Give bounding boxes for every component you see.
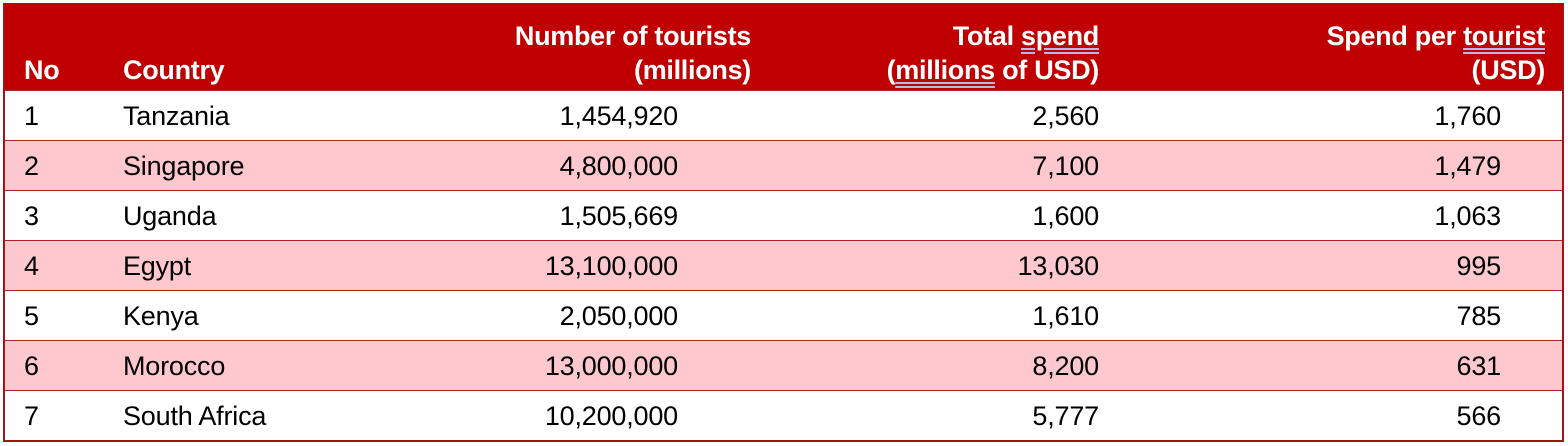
cell-tourists: 4,800,000: [559, 151, 679, 181]
cell-no: 6: [24, 351, 39, 381]
header-country: Country: [123, 55, 225, 85]
cell-spend-per-tourist: 1,063: [1434, 201, 1501, 231]
table-row: 3 Uganda 1,505,669 1,600 1,063: [5, 190, 1562, 240]
cell-tourists: 2,050,000: [559, 301, 679, 331]
header-no: No: [24, 55, 60, 85]
cell-tourists: 1,454,920: [559, 101, 679, 131]
cell-tourists: 10,200,000: [544, 401, 678, 431]
cell-country: Morocco: [123, 351, 226, 381]
header-millions-underlined: millions: [895, 55, 995, 85]
cell-tourists: 1,505,669: [559, 201, 679, 231]
cell-tourists: 13,100,000: [544, 251, 678, 281]
header-total-spend: Total spend (millions of USD): [886, 19, 1100, 87]
cell-country: Egypt: [123, 251, 192, 281]
cell-spend-per-tourist: 995: [1456, 251, 1502, 281]
header-spend-paren: (: [886, 55, 896, 85]
cell-no: 5: [24, 301, 39, 331]
cell-spend-per-tourist: 566: [1456, 401, 1502, 431]
table-row: 7 South Africa 10,200,000 5,777 566: [5, 390, 1562, 440]
header-number-of-tourists: Number of tourists (millions): [515, 19, 751, 87]
header-spend-underlined: spend: [1020, 21, 1099, 51]
header-per-text: Spend per: [1326, 21, 1464, 51]
tourism-spend-table: No Country Number of tourists (millions)…: [3, 3, 1564, 442]
cell-country: Singapore: [123, 151, 245, 181]
header-spend-per-tourist: Spend per tourist (USD): [1326, 19, 1546, 87]
cell-spend-per-tourist: 785: [1456, 301, 1502, 331]
header-per-line1: Spend per tourist: [1326, 19, 1546, 53]
header-per-line2: (USD): [1471, 55, 1546, 85]
header-tourist-underlined: tourist: [1463, 21, 1545, 51]
header-tourists-line1: Number of tourists: [514, 21, 751, 51]
header-spend-line2: (millions of USD): [886, 53, 1100, 87]
cell-no: 4: [24, 251, 39, 281]
table-row: 2 Singapore 4,800,000 7,100 1,479: [5, 140, 1562, 190]
cell-spend-per-tourist: 1,479: [1434, 151, 1501, 181]
cell-spend-per-tourist: 1,760: [1434, 101, 1501, 131]
header-spend-text: Total: [952, 21, 1021, 51]
cell-no: 1: [24, 101, 39, 131]
cell-country: Kenya: [123, 301, 199, 331]
header-of-usd: of USD): [994, 55, 1099, 85]
cell-no: 3: [24, 201, 39, 231]
cell-spend-per-tourist: 631: [1456, 351, 1502, 381]
header-tourists-line2: (millions): [634, 55, 751, 85]
cell-total-spend: 8,200: [1032, 351, 1099, 381]
cell-total-spend: 13,030: [1017, 251, 1100, 281]
cell-country: Uganda: [123, 201, 217, 231]
cell-total-spend: 5,777: [1032, 401, 1099, 431]
cell-total-spend: 1,600: [1032, 201, 1099, 231]
table-row: 4 Egypt 13,100,000 13,030 995: [5, 240, 1562, 290]
cell-country: Tanzania: [123, 101, 230, 131]
cell-no: 7: [24, 401, 39, 431]
cell-country: South Africa: [123, 401, 267, 431]
cell-tourists: 13,000,000: [544, 351, 678, 381]
cell-no: 2: [24, 151, 39, 181]
table-row: 6 Morocco 13,000,000 8,200 631: [5, 340, 1562, 390]
cell-total-spend: 2,560: [1032, 101, 1099, 131]
table-header-row: No Country Number of tourists (millions)…: [5, 3, 1562, 90]
table-row: 5 Kenya 2,050,000 1,610 785: [5, 290, 1562, 340]
cell-total-spend: 7,100: [1032, 151, 1099, 181]
table-row: 1 Tanzania 1,454,920 2,560 1,760: [5, 90, 1562, 140]
cell-total-spend: 1,610: [1032, 301, 1099, 331]
header-spend-line1: Total spend: [887, 19, 1100, 53]
